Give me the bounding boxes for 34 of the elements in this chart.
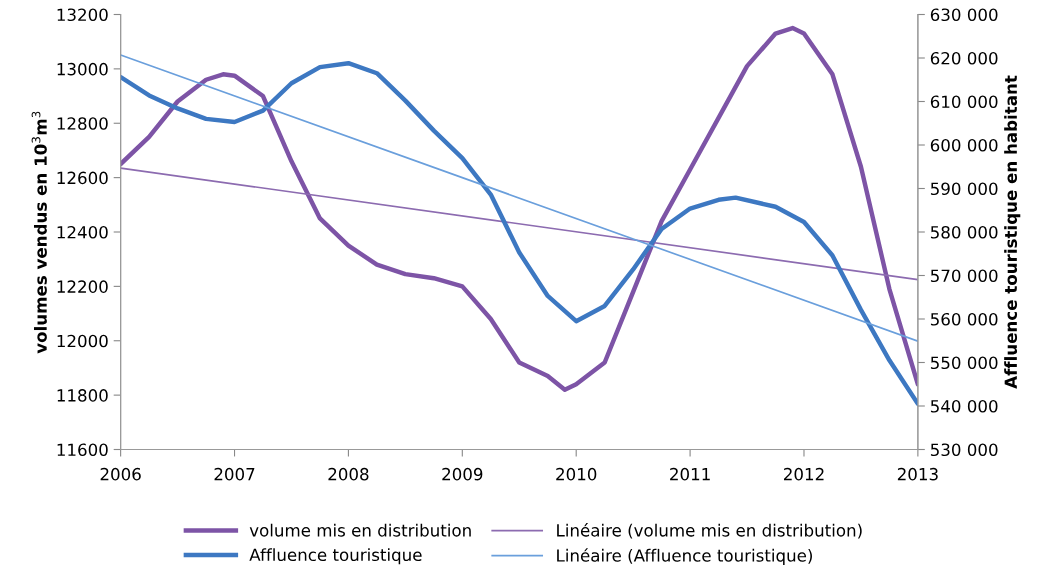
y2-tick-label: 610 000 [930, 95, 998, 109]
y-axis-title: volumes vendus en 10$^{3}$m$^{3}$ [31, 111, 47, 354]
y-tick-label: 12000 [57, 334, 108, 348]
x-tick-label: 2008 [328, 467, 369, 481]
x-tick-label: 2012 [784, 467, 824, 481]
x-tick-label: 2013 [897, 467, 938, 481]
y2-tick-label: 630 000 [930, 8, 998, 22]
legend-label: Linéaire (Affluence touristique) [557, 548, 812, 565]
x-tick-label: 2011 [670, 467, 710, 481]
y-tick-label: 12800 [57, 117, 108, 130]
legend-label: Linéaire (volume mis en distribution) [557, 523, 862, 539]
y2-tick-label: 620 000 [930, 51, 998, 65]
y-tick-label: 11800 [57, 389, 108, 402]
y2-tick-label: 540 000 [930, 399, 998, 413]
y2-tick-label: 600 000 [930, 138, 998, 152]
y-tick-label: 12400 [57, 225, 108, 239]
legend-label: Affluence touristique [249, 548, 422, 565]
x-tick-label: 2007 [214, 467, 255, 481]
y2-tick-label: 570 000 [930, 269, 998, 283]
y2-tick-label: 530 000 [930, 443, 998, 457]
y-tick-label: 13000 [57, 62, 108, 76]
y2-tick-label: 550 000 [930, 356, 998, 370]
y2-axis-title: Affluence touristique en habitant [1004, 75, 1021, 389]
y-tick-label: 11600 [57, 443, 108, 457]
y2-tick-label: 560 000 [930, 312, 998, 326]
y-tick-label: 13200 [57, 8, 108, 22]
y-tick-label: 12600 [57, 171, 108, 185]
x-tick-label: 2010 [556, 467, 597, 481]
x-tick-label: 2006 [100, 467, 141, 481]
y2-tick-label: 580 000 [930, 225, 998, 239]
legend-label: volume mis en distribution [249, 523, 471, 537]
y2-tick-label: 590 000 [930, 182, 998, 196]
x-tick-label: 2009 [442, 467, 483, 481]
y-tick-label: 12200 [57, 280, 108, 293]
